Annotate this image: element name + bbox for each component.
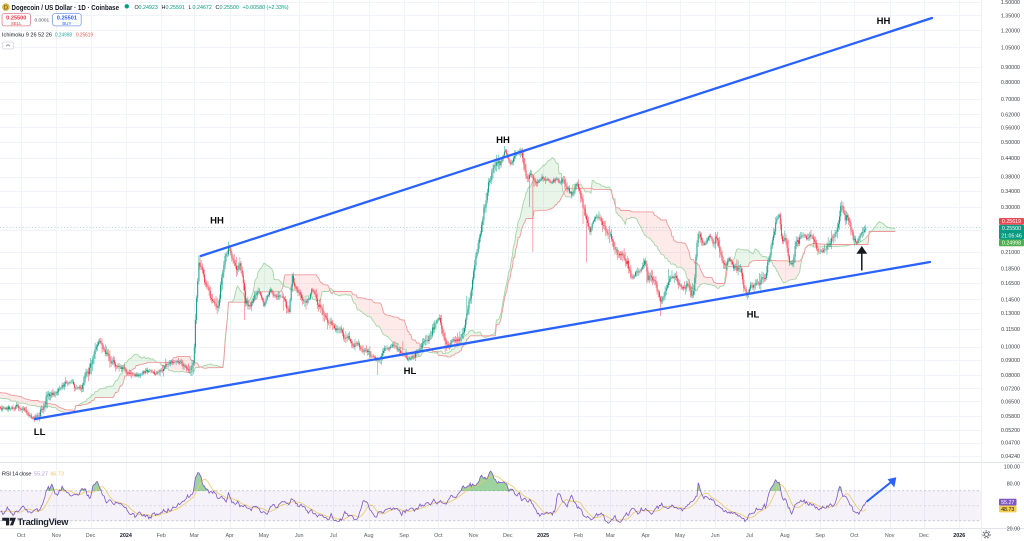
svg-text:Nov: Nov (469, 533, 479, 539)
svg-text:HH: HH (496, 135, 510, 146)
svg-text:TradingView: TradingView (18, 517, 70, 527)
svg-text:Sep: Sep (815, 533, 825, 539)
svg-text:HL: HL (404, 366, 417, 377)
svg-text:Jul: Jul (746, 533, 753, 539)
svg-text:Aug: Aug (364, 533, 374, 539)
svg-text:0.34000: 0.34000 (1001, 189, 1020, 195)
svg-text:2025: 2025 (537, 533, 549, 539)
svg-text:46.73: 46.73 (50, 472, 64, 478)
svg-text:0.24923: 0.24923 (139, 5, 158, 11)
svg-text:0.10000: 0.10000 (1001, 345, 1020, 351)
svg-text:RSI 14 close: RSI 14 close (2, 472, 31, 478)
svg-text:1.50000: 1.50000 (1001, 0, 1020, 6)
svg-text:0.56000: 0.56000 (1001, 125, 1020, 131)
svg-text:0.05800: 0.05800 (1001, 414, 1020, 420)
svg-text:0.24998: 0.24998 (55, 33, 72, 39)
svg-text:Oct: Oct (850, 533, 859, 539)
svg-text:0.25591: 0.25591 (166, 5, 185, 11)
svg-text:1.20000: 1.20000 (1001, 28, 1020, 34)
svg-text:0.07200: 0.07200 (1001, 386, 1020, 392)
svg-text:May: May (259, 533, 269, 539)
svg-text:Dec: Dec (86, 533, 96, 539)
svg-text:0.04700: 0.04700 (1001, 441, 1020, 447)
svg-text:Sep: Sep (399, 533, 409, 539)
svg-text:Feb: Feb (574, 533, 583, 539)
svg-text:21:05:46: 21:05:46 (1001, 233, 1022, 239)
svg-text:HL: HL (747, 310, 760, 321)
svg-text:20.00: 20.00 (1007, 526, 1020, 532)
svg-text:0.38000: 0.38000 (1001, 175, 1020, 181)
svg-text:0.90000: 0.90000 (1001, 65, 1020, 71)
svg-text:Nov: Nov (52, 533, 62, 539)
svg-text:Dogecoin / US Dollar · 1D · Co: Dogecoin / US Dollar · 1D · Coinbase (12, 3, 120, 12)
svg-text:0.62000: 0.62000 (1001, 112, 1020, 118)
svg-text:0.25500: 0.25500 (220, 5, 239, 11)
svg-text:0.14500: 0.14500 (1001, 297, 1020, 303)
svg-text:O: O (135, 5, 139, 11)
svg-text:Dec: Dec (919, 533, 929, 539)
svg-text:+0.00580 (+2.33%): +0.00580 (+2.33%) (243, 5, 289, 11)
svg-text:0.25619: 0.25619 (1002, 219, 1021, 225)
svg-text:0.06500: 0.06500 (1001, 399, 1020, 405)
svg-text:HH: HH (877, 16, 891, 27)
svg-text:Oct: Oct (17, 533, 26, 539)
svg-text:0.0001: 0.0001 (35, 18, 50, 24)
svg-text:100.00: 100.00 (1004, 465, 1020, 471)
svg-text:0.25500: 0.25500 (1002, 226, 1021, 232)
svg-text:0.50000: 0.50000 (1001, 140, 1020, 146)
svg-text:55.27: 55.27 (34, 472, 48, 478)
svg-text:May: May (675, 533, 685, 539)
svg-text:Mar: Mar (606, 533, 615, 539)
svg-text:0.18500: 0.18500 (1001, 266, 1020, 272)
svg-text:BUY: BUY (62, 21, 71, 26)
svg-text:Nov: Nov (885, 533, 895, 539)
svg-text:0.80000: 0.80000 (1001, 80, 1020, 86)
svg-text:55.27: 55.27 (1001, 500, 1014, 506)
svg-text:0.13000: 0.13000 (1001, 311, 1020, 317)
svg-text:0.44000: 0.44000 (1001, 156, 1020, 162)
svg-text:80.00: 80.00 (1007, 482, 1020, 488)
svg-text:0.25500: 0.25500 (6, 16, 26, 22)
svg-text:0.70000: 0.70000 (1001, 97, 1020, 103)
svg-text:0.30000: 0.30000 (1001, 205, 1020, 211)
svg-text:D: D (4, 5, 9, 11)
svg-text:Apr: Apr (225, 533, 234, 539)
svg-text:0.08000: 0.08000 (1001, 373, 1020, 379)
svg-text:Aug: Aug (780, 533, 790, 539)
svg-text:SELL: SELL (11, 21, 22, 26)
svg-text:Oct: Oct (434, 533, 443, 539)
svg-text:0.25619: 0.25619 (76, 33, 93, 39)
svg-text:Feb: Feb (157, 533, 166, 539)
svg-text:0.04240: 0.04240 (1001, 454, 1020, 460)
svg-text:H: H (162, 5, 166, 11)
svg-text:1.35000: 1.35000 (1001, 13, 1020, 19)
svg-text:LL: LL (34, 427, 46, 438)
svg-text:48.73: 48.73 (1001, 507, 1014, 513)
svg-text:Jul: Jul (330, 533, 337, 539)
svg-text:Ichimoku 9 26 52 26: Ichimoku 9 26 52 26 (2, 33, 52, 39)
svg-text:Jun: Jun (295, 533, 304, 539)
svg-text:L: L (189, 5, 192, 11)
svg-text:1.05000: 1.05000 (1001, 45, 1020, 51)
svg-text:0.11500: 0.11500 (1001, 327, 1020, 333)
svg-text:0.21000: 0.21000 (1001, 250, 1020, 256)
svg-text:C: C (216, 5, 220, 11)
svg-text:0.24672: 0.24672 (193, 5, 212, 11)
svg-text:0.16500: 0.16500 (1001, 281, 1020, 287)
svg-text:Mar: Mar (190, 533, 199, 539)
svg-text:Dec: Dec (503, 533, 513, 539)
svg-text:Jun: Jun (711, 533, 720, 539)
svg-text:2024: 2024 (120, 533, 132, 539)
svg-text:HH: HH (210, 216, 224, 227)
svg-text:0.09000: 0.09000 (1001, 358, 1020, 364)
svg-text:0.05200: 0.05200 (1001, 428, 1020, 434)
svg-text:0.24998: 0.24998 (1002, 241, 1021, 247)
svg-text:2026: 2026 (953, 533, 965, 539)
svg-text:0.25501: 0.25501 (57, 16, 77, 22)
svg-text:Apr: Apr (642, 533, 651, 539)
